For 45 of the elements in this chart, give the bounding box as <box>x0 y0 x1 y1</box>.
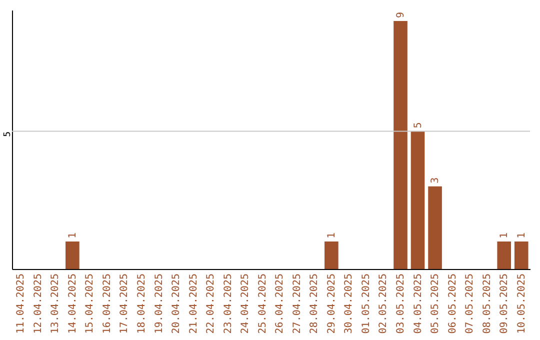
bar <box>410 131 425 269</box>
bar <box>394 21 408 269</box>
x-tick-label: 16.04.2025 <box>102 274 113 334</box>
data-label: 1 <box>67 232 78 238</box>
x-tick-label: 01.05.2025 <box>360 274 372 334</box>
x-tick-label: 06.05.2025 <box>447 274 458 334</box>
data-label: 1 <box>499 232 510 238</box>
x-tick-label: 23.04.2025 <box>222 274 234 334</box>
x-tick-label: 21.04.2025 <box>188 274 200 334</box>
x-tick-label: 17.04.2025 <box>119 274 130 334</box>
bar <box>66 241 80 269</box>
x-tick-label: 22.04.2025 <box>206 274 217 334</box>
ref-line-label: 5 <box>3 132 13 137</box>
x-tick-label: 10.05.2025 <box>516 274 528 334</box>
x-tick-label: 11.04.2025 <box>16 274 27 334</box>
x-tick-label: 12.04.2025 <box>32 274 44 334</box>
x-tick-label: 18.04.2025 <box>136 274 148 334</box>
bar <box>324 241 338 269</box>
x-tick-label: 08.05.2025 <box>482 274 493 334</box>
data-label: 1 <box>326 232 338 238</box>
x-tick-label: 07.05.2025 <box>464 274 476 334</box>
x-tick-label: 02.05.2025 <box>378 274 390 334</box>
x-tick-label: 20.04.2025 <box>171 274 182 334</box>
data-label: 5 <box>412 122 424 128</box>
x-tick-label: 27.04.2025 <box>292 274 303 334</box>
data-label: 3 <box>430 177 442 184</box>
x-tick-label: 26.04.2025 <box>274 274 286 334</box>
x-tick-label: 24.04.2025 <box>240 274 252 334</box>
x-tick-label: 13.04.2025 <box>50 274 62 334</box>
x-tick-label: 05.05.2025 <box>430 274 442 334</box>
bar <box>497 241 512 269</box>
x-tick-label: 15.04.2025 <box>84 274 96 334</box>
x-tick-label: 30.04.2025 <box>344 274 355 334</box>
x-tick-label: 03.05.2025 <box>396 274 406 334</box>
x-tick-label: 14.04.2025 <box>67 274 78 334</box>
x-tick-label: 19.04.2025 <box>154 274 165 334</box>
bar <box>428 186 442 269</box>
x-tick-label: 28.04.2025 <box>309 274 320 334</box>
bar <box>514 241 528 269</box>
data-label: 9 <box>396 12 406 18</box>
x-tick-label: 04.05.2025 <box>412 274 424 334</box>
x-tick-label: 29.04.2025 <box>326 274 338 334</box>
x-tick-label: 25.04.2025 <box>257 274 268 334</box>
data-label: 1 <box>516 232 528 238</box>
x-tick-label: 09.05.2025 <box>499 274 510 334</box>
